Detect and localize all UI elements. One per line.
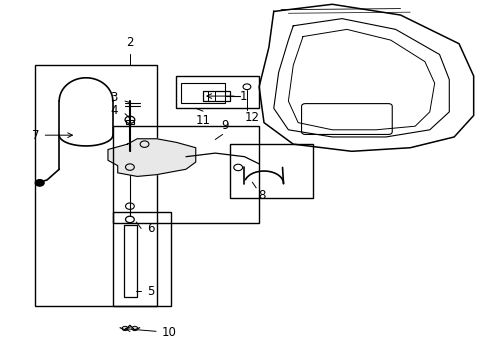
- Text: 12: 12: [244, 111, 259, 124]
- Text: 11: 11: [195, 114, 210, 127]
- Circle shape: [35, 180, 44, 186]
- Bar: [181, 83, 224, 103]
- Text: 7: 7: [32, 129, 72, 142]
- Bar: [113, 126, 259, 223]
- Text: 1: 1: [206, 90, 246, 103]
- Bar: [229, 144, 312, 198]
- Text: 2: 2: [126, 36, 133, 49]
- Bar: [35, 65, 157, 306]
- Bar: [123, 225, 137, 297]
- Text: 5: 5: [147, 285, 154, 298]
- Text: 6: 6: [147, 222, 154, 235]
- Text: 9: 9: [221, 118, 228, 132]
- Polygon shape: [120, 325, 140, 330]
- Bar: [126, 120, 134, 124]
- Text: 4: 4: [110, 104, 118, 117]
- Bar: [113, 212, 171, 306]
- Polygon shape: [108, 139, 195, 176]
- Bar: [176, 76, 259, 108]
- Text: 10: 10: [125, 326, 176, 339]
- Text: 3: 3: [110, 91, 118, 104]
- Bar: [203, 91, 229, 101]
- Text: 8: 8: [257, 189, 264, 202]
